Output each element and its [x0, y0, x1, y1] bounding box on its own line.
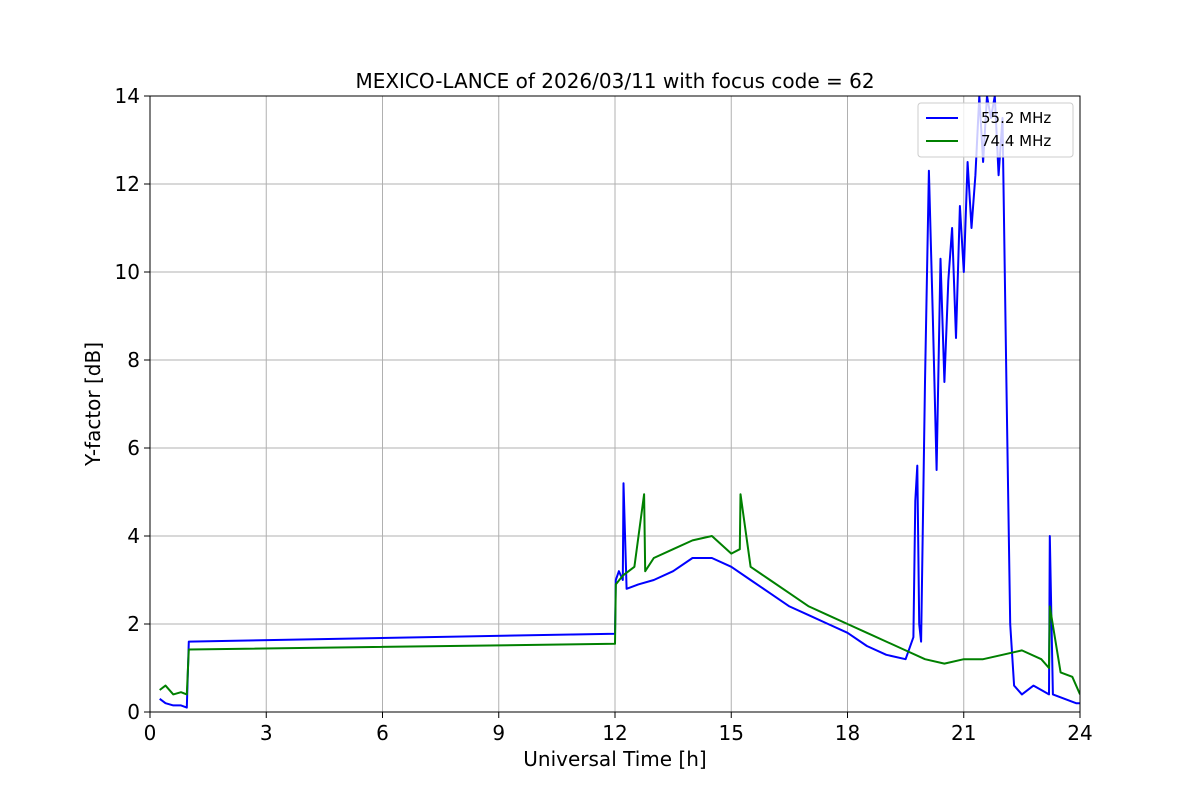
y-tick-label: 14: [115, 84, 140, 108]
series-line-74-4-mhz: [159, 493, 1080, 696]
y-tick-label: 4: [127, 524, 140, 548]
legend-label-55-2-mhz: 55.2 MHz: [981, 109, 1051, 127]
chart-title: MEXICO-LANCE of 2026/03/11 with focus co…: [355, 69, 874, 93]
series-lines: [159, 96, 1080, 709]
x-tick-label: 0: [144, 721, 157, 745]
x-tick-label: 6: [376, 721, 389, 745]
x-tick-label: 21: [951, 721, 976, 745]
x-tick-label: 24: [1067, 721, 1092, 745]
y-tick-label: 12: [115, 172, 140, 196]
x-axis-title: Universal Time [h]: [523, 747, 706, 771]
x-tick-label: 18: [835, 721, 860, 745]
x-tick-label: 12: [602, 721, 627, 745]
y-tick-label: 8: [127, 348, 140, 372]
y-tick-label: 10: [115, 260, 140, 284]
x-tick-label: 15: [719, 721, 744, 745]
y-tick-label: 6: [127, 436, 140, 460]
legend-box: [917, 102, 1074, 158]
y-tick-label: 2: [127, 612, 140, 636]
y-tick-label: 0: [127, 700, 140, 724]
y-axis-title: Y-factor [dB]: [81, 342, 105, 467]
x-tick-label: 9: [492, 721, 505, 745]
series-line-55-2-mhz: [159, 96, 1080, 709]
legend-label-74-4-mhz: 74.4 MHz: [981, 132, 1051, 150]
legend: 55.2 MHz 74.4 MHz: [917, 102, 1074, 158]
x-tick-label: 3: [260, 721, 273, 745]
